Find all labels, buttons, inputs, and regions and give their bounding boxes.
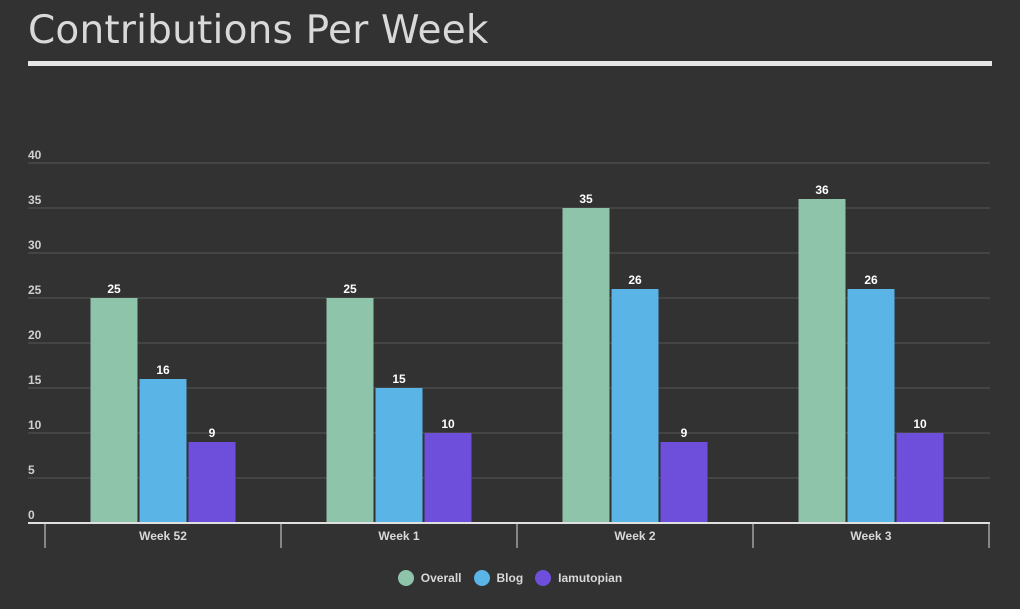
y-tick-label: 25 — [28, 283, 42, 297]
x-tick-label: Week 52 — [139, 529, 187, 543]
x-tick-label: Week 3 — [850, 529, 891, 543]
bar — [424, 433, 472, 523]
y-tick-label: 10 — [28, 418, 42, 432]
legend-item[interactable]: Iamutopian — [535, 570, 622, 586]
data-label: 9 — [209, 426, 216, 440]
bar — [375, 388, 423, 523]
bar — [562, 208, 610, 523]
data-label: 10 — [441, 417, 455, 431]
y-tick-label: 0 — [28, 508, 35, 522]
bar — [139, 379, 187, 523]
bar — [847, 289, 895, 523]
y-tick-label: 30 — [28, 238, 42, 252]
chart-title: Contributions Per Week — [28, 8, 489, 53]
x-tick-label: Week 2 — [614, 529, 655, 543]
bar — [188, 442, 236, 523]
y-tick-label: 15 — [28, 373, 42, 387]
bar — [660, 442, 708, 523]
data-label: 9 — [681, 426, 688, 440]
legend-item[interactable]: Blog — [473, 570, 524, 586]
data-labels: 25 16 9 25 15 10 35 26 9 36 26 10 — [107, 183, 927, 440]
data-label: 25 — [343, 282, 357, 296]
bar — [896, 433, 944, 523]
data-label: 10 — [913, 417, 927, 431]
data-label: 15 — [392, 372, 406, 386]
data-label: 25 — [107, 282, 121, 296]
bar — [798, 199, 846, 523]
title-underline — [28, 61, 992, 66]
legend: Overall Blog Iamutopian — [0, 570, 1020, 586]
y-tick-label: 20 — [28, 328, 42, 342]
legend-swatch — [397, 570, 414, 586]
bar — [611, 289, 659, 523]
legend-swatch — [473, 570, 490, 586]
y-tick-label: 40 — [28, 148, 42, 162]
y-tick-label: 5 — [28, 463, 35, 477]
legend-label: Overall — [420, 571, 462, 585]
x-axis: Week 52 Week 1 Week 2 Week 3 — [28, 522, 990, 548]
bar — [326, 298, 374, 523]
y-axis-ticks: 0 5 10 15 20 25 30 35 40 — [28, 148, 42, 522]
x-tick-label: Week 1 — [378, 529, 419, 543]
legend-label: Blog — [496, 571, 524, 585]
data-label: 36 — [815, 183, 829, 197]
legend-swatch — [535, 570, 552, 586]
data-label: 35 — [579, 192, 593, 206]
data-label: 16 — [156, 363, 170, 377]
y-tick-label: 35 — [28, 193, 42, 207]
legend-label: Iamutopian — [558, 571, 623, 585]
bar — [90, 298, 138, 523]
legend-item[interactable]: Overall — [397, 570, 462, 586]
data-label: 26 — [864, 273, 878, 287]
bars — [90, 199, 944, 523]
data-label: 26 — [628, 273, 642, 287]
